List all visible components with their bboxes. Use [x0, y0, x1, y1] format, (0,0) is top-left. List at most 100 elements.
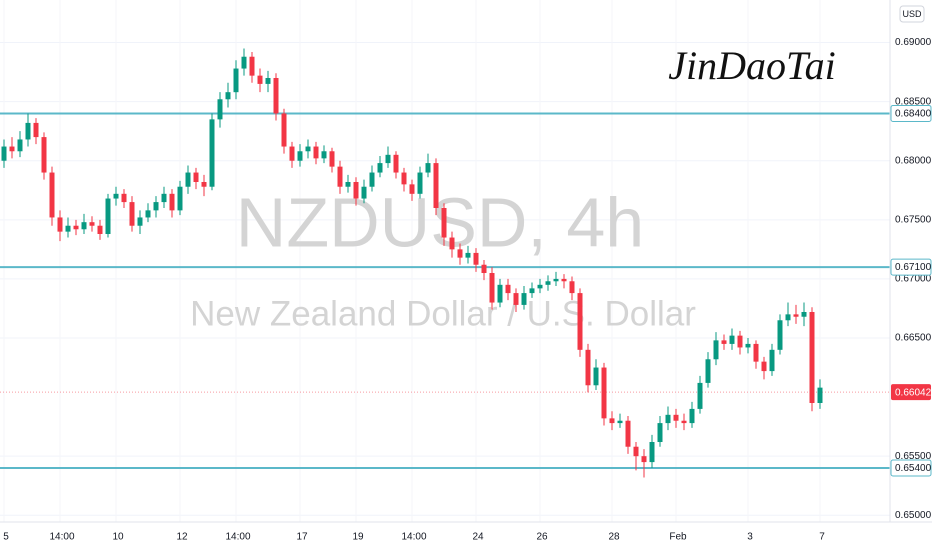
candle-body	[713, 340, 719, 360]
candle-body	[481, 264, 487, 273]
candle-body	[201, 182, 207, 187]
candle-body	[473, 252, 479, 265]
x-tick-label: 12	[176, 532, 188, 543]
x-tick-label: 3	[747, 532, 753, 543]
candle-body	[673, 414, 679, 421]
candle-body	[769, 349, 775, 372]
candle-body	[449, 237, 455, 250]
y-tick-label: 0.67500	[895, 214, 932, 225]
candle-body	[537, 284, 543, 289]
candle-body	[809, 312, 815, 403]
candle-body	[89, 222, 95, 226]
candle-body	[217, 99, 223, 120]
candle-body	[97, 225, 103, 234]
candle-body	[737, 335, 743, 348]
candle-body	[625, 420, 631, 447]
candle-body	[233, 68, 239, 93]
candle-body	[297, 151, 303, 161]
candle-body	[137, 217, 143, 226]
candle-body	[689, 408, 695, 424]
candle-body	[505, 284, 511, 294]
candle-body	[609, 418, 615, 424]
x-tick-label: 26	[536, 532, 548, 543]
candle-body	[105, 198, 111, 234]
candle-body	[425, 163, 431, 173]
candle-body	[529, 288, 535, 294]
candle-body	[281, 113, 287, 147]
currency: USD	[902, 9, 922, 19]
candle-body	[153, 202, 159, 211]
level-label: 0.67100	[895, 262, 932, 273]
x-tick-label: 28	[608, 532, 620, 543]
candle-body	[65, 225, 71, 232]
candle-body	[489, 273, 495, 303]
candle-body	[121, 193, 127, 203]
x-tick-label: 19	[352, 532, 364, 543]
candle-body	[745, 343, 751, 348]
x-tick-label: 14:00	[225, 532, 250, 543]
candle-body	[177, 186, 183, 211]
level-label: 0.65400	[895, 463, 932, 474]
candle-body	[33, 122, 39, 138]
candle-body	[305, 146, 311, 152]
candle-body	[761, 361, 767, 372]
candle-body	[401, 172, 407, 185]
candle-body	[273, 78, 279, 114]
candle-body	[257, 75, 263, 84]
candle-body	[681, 420, 687, 424]
candle-body	[185, 172, 191, 187]
candle-body	[585, 349, 591, 386]
candle-body	[81, 222, 87, 230]
candle-body	[249, 56, 255, 76]
candle-body	[73, 225, 79, 230]
candle-body	[361, 186, 367, 199]
candle-body	[465, 252, 471, 258]
candle-body	[49, 172, 55, 218]
candle-body	[441, 208, 447, 238]
candle-body	[161, 193, 167, 203]
x-tick-label: 5	[3, 532, 9, 543]
candle-body	[393, 154, 399, 173]
candle-body	[593, 367, 599, 386]
level-label-box	[890, 258, 932, 276]
last-price-label: 0.66042	[895, 387, 932, 398]
candle-body	[113, 193, 119, 199]
candle-body	[193, 172, 199, 182]
candle-body	[457, 249, 463, 258]
currency-box[interactable]	[899, 5, 925, 23]
candle-body	[1, 146, 7, 161]
candle-body	[241, 56, 247, 69]
candle-body	[521, 293, 527, 305]
candle-body	[633, 446, 639, 457]
candle-body	[785, 314, 791, 321]
candle-body	[265, 78, 271, 84]
x-tick-label: 14:00	[49, 532, 74, 543]
candle-body	[9, 146, 15, 152]
y-tick-label: 0.66500	[895, 333, 932, 344]
candle-body	[793, 314, 799, 317]
level-label: 0.68400	[895, 109, 932, 120]
candle-body	[665, 414, 671, 424]
candle-body	[801, 312, 807, 317]
candle-body	[417, 172, 423, 194]
candle-body	[777, 320, 783, 350]
candle-body	[721, 340, 727, 344]
candle-body	[353, 182, 359, 199]
y-tick-label: 0.68000	[895, 155, 932, 166]
candle-body	[657, 423, 663, 442]
candle-body	[321, 151, 327, 159]
candle-body	[57, 217, 63, 232]
level-label-box	[890, 104, 932, 122]
x-tick-label: 17	[296, 532, 308, 543]
candle-body	[41, 137, 47, 173]
candle-body	[641, 456, 647, 463]
candle-body	[409, 184, 415, 194]
candle-body	[569, 281, 575, 294]
y-tick-label: 0.67000	[895, 274, 932, 285]
candle-body	[697, 382, 703, 409]
candle-body	[601, 367, 607, 419]
x-tick-label: 14:00	[401, 532, 426, 543]
candle-body	[129, 202, 135, 226]
watermark: NZDUSD, 4h	[236, 183, 644, 261]
candle-body	[209, 119, 215, 187]
